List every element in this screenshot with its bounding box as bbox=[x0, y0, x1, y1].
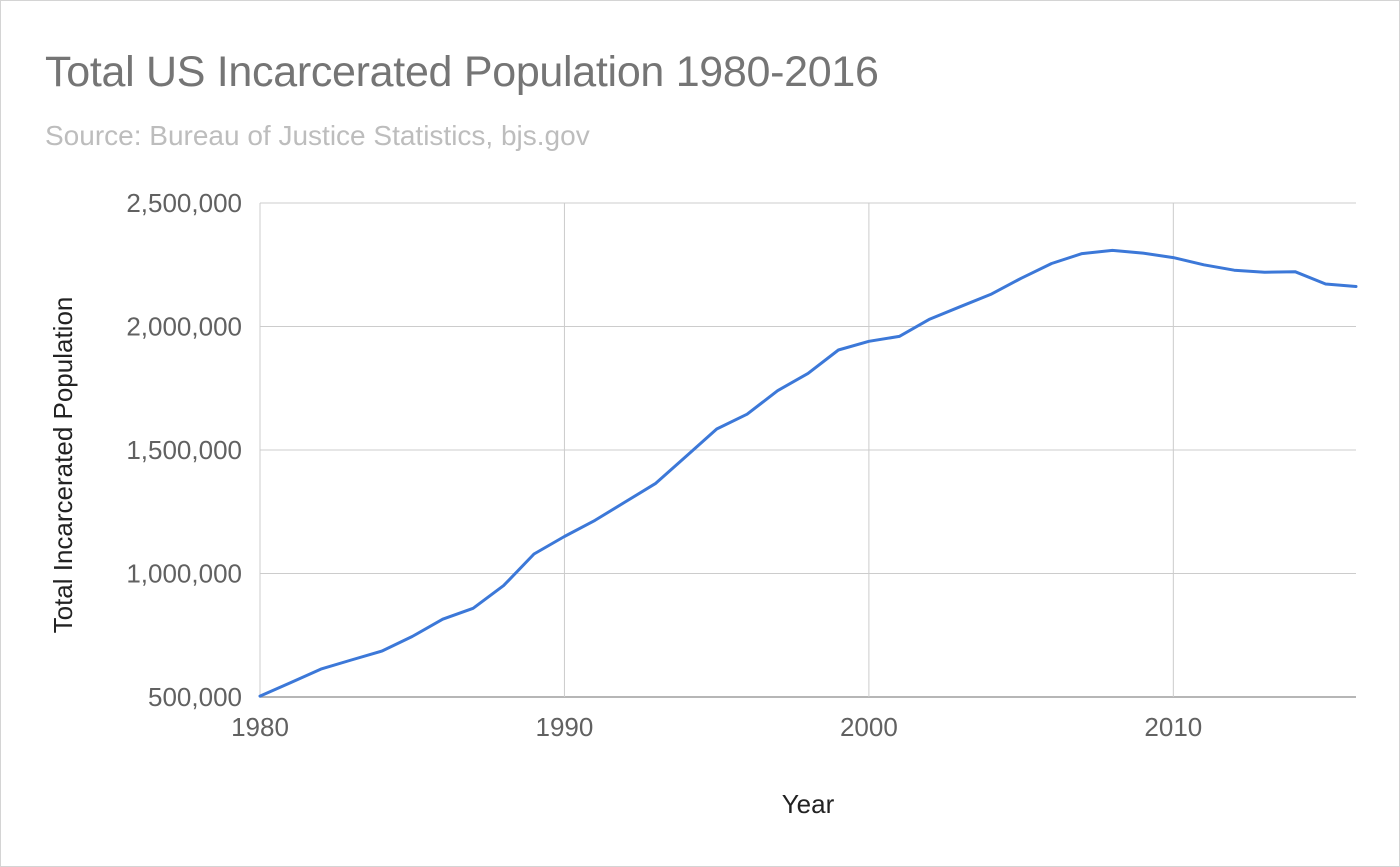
data-point bbox=[259, 695, 262, 698]
y-tick-label: 1,500,000 bbox=[126, 435, 242, 465]
grid-lines bbox=[259, 202, 1356, 698]
data-point bbox=[654, 482, 657, 485]
tick-labels: 500,000 1,000,000 1,500,000 2,000,000 2,500,… bbox=[126, 188, 1202, 742]
series-line bbox=[258, 248, 1358, 698]
data-point bbox=[715, 428, 718, 431]
data-point bbox=[837, 348, 840, 351]
data-point bbox=[289, 681, 292, 684]
data-point bbox=[1202, 263, 1205, 266]
data-point bbox=[441, 618, 444, 621]
x-tick-label: 1980 bbox=[231, 712, 289, 742]
y-tick-label: 500,000 bbox=[148, 682, 242, 712]
data-point bbox=[380, 650, 383, 653]
y-tick-label: 2,500,000 bbox=[126, 188, 242, 218]
data-point bbox=[502, 584, 505, 587]
data-point bbox=[1081, 252, 1084, 255]
x-axis-title: Year bbox=[782, 789, 835, 819]
data-point bbox=[867, 340, 870, 343]
x-tick-label: 2000 bbox=[840, 712, 898, 742]
data-point bbox=[959, 305, 962, 308]
data-point bbox=[1172, 256, 1175, 259]
y-tick-label: 2,000,000 bbox=[126, 312, 242, 342]
data-point bbox=[1233, 269, 1236, 272]
data-point bbox=[746, 413, 749, 416]
y-tick-label: 1,000,000 bbox=[126, 559, 242, 589]
data-point bbox=[563, 535, 566, 538]
data-point bbox=[928, 318, 931, 321]
data-point bbox=[776, 389, 779, 392]
data-point bbox=[1020, 277, 1023, 280]
data-point bbox=[624, 500, 627, 503]
data-point bbox=[533, 552, 536, 555]
data-point bbox=[1263, 271, 1266, 274]
y-axis-title: Total Incarcerated Population bbox=[48, 297, 78, 634]
data-point bbox=[989, 293, 992, 296]
data-point bbox=[1050, 262, 1053, 265]
data-point bbox=[1355, 285, 1358, 288]
data-point bbox=[411, 635, 414, 638]
data-point bbox=[350, 658, 353, 661]
x-tick-label: 2010 bbox=[1144, 712, 1202, 742]
chart-title: Total US Incarcerated Population 1980-20… bbox=[45, 48, 879, 96]
data-point bbox=[1294, 270, 1297, 273]
data-point bbox=[593, 519, 596, 522]
data-point bbox=[472, 607, 475, 610]
x-tick-label: 1990 bbox=[536, 712, 594, 742]
series-lines bbox=[258, 248, 1358, 698]
data-point bbox=[898, 335, 901, 338]
data-point bbox=[1141, 252, 1144, 255]
data-point bbox=[319, 668, 322, 671]
data-point bbox=[1324, 283, 1327, 286]
data-point bbox=[807, 372, 810, 375]
data-point bbox=[1111, 249, 1114, 252]
data-point bbox=[685, 455, 688, 458]
chart-subtitle: Source: Bureau of Justice Statistics, bj… bbox=[45, 120, 590, 151]
